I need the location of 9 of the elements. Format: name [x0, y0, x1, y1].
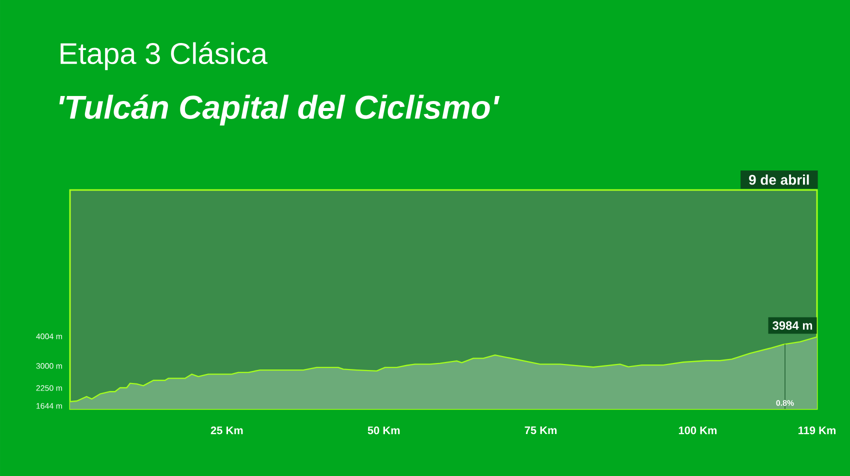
x-tick-label: 75 Km — [524, 426, 557, 434]
annotation: 3984 m — [772, 321, 812, 330]
x-tick-label: 100 Km — [678, 426, 717, 434]
text: 9 de abril — [749, 174, 809, 185]
chart-subtitle: 'Tulcán Capital del Ciclismo' — [59, 94, 500, 126]
x-tick-label: 50 Km — [368, 426, 400, 434]
x-tick-label: 119 Km — [798, 426, 836, 434]
x-tick-label: 25 Km — [210, 426, 243, 434]
chart-title: Etapa 3 Clásica — [60, 42, 268, 70]
